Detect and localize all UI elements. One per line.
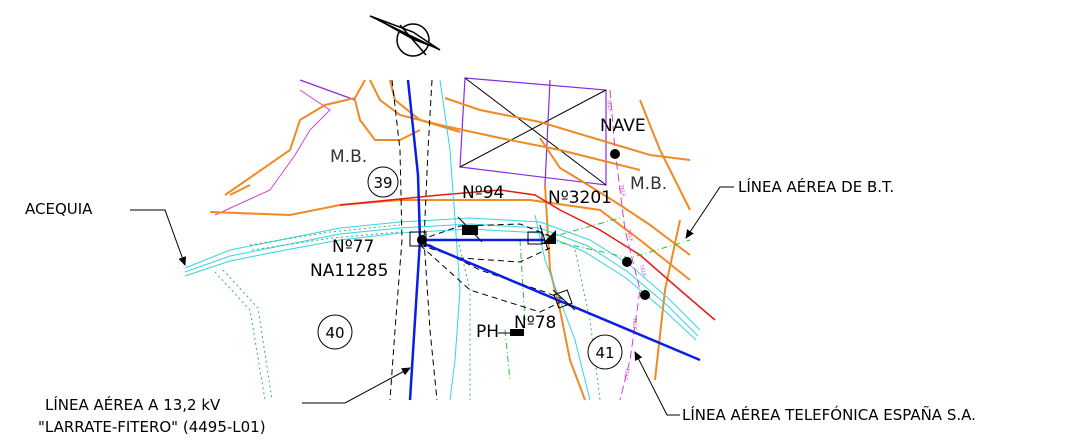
parcel-39: 39 xyxy=(367,166,399,198)
mb-right-label: M.B. xyxy=(630,174,667,194)
telf-label-1: TELF. xyxy=(605,99,613,113)
telf-label-5: TELF. xyxy=(631,318,637,331)
support-n77 xyxy=(409,231,427,247)
nave-building xyxy=(299,77,607,186)
telf-label-6: TELF. xyxy=(622,368,630,382)
nave-label: NAVE xyxy=(600,116,646,136)
telf-label-4: TELF. xyxy=(638,264,647,278)
n3201-label: Nº3201 xyxy=(548,188,612,208)
acequia-label: ACEQUIA xyxy=(25,200,93,218)
hatched-canal xyxy=(214,239,601,401)
north-arrow-icon xyxy=(369,15,441,57)
linea-bt-leader xyxy=(685,186,734,239)
support-ph xyxy=(510,329,524,336)
telf-label-3: TELF. xyxy=(625,229,634,243)
linea-132-label-line2: "LARRATE-FITERO" (4495-L01) xyxy=(38,418,266,436)
linea-telefonica-label: LÍNEA AÉREA TELEFÓNICA ESPAÑA S.A. xyxy=(682,405,976,424)
linea-132-leader xyxy=(302,367,411,404)
telefonica-line xyxy=(609,89,641,401)
river-line xyxy=(339,189,716,321)
pole-dot xyxy=(640,290,650,300)
roads xyxy=(209,79,691,401)
linea-telefonica-leader xyxy=(634,351,680,416)
support-n78 xyxy=(552,289,576,311)
parcel-40: 40 xyxy=(317,314,353,350)
parcel-41-number: 41 xyxy=(595,344,614,362)
support-n3201 xyxy=(527,224,556,251)
n77-label: Nº77 xyxy=(332,237,374,257)
parcel-40-number: 40 xyxy=(325,324,344,342)
ph-label: PH xyxy=(476,322,499,342)
linea-132-label-line1: LÍNEA AÉREA A 13,2 kV xyxy=(45,395,221,414)
linea-bt-label: LÍNEA AÉREA DE B.T. xyxy=(738,177,894,196)
acequia-leader xyxy=(130,209,187,266)
parcel-41: 41 xyxy=(587,334,623,370)
pole-dot xyxy=(610,149,620,159)
mb-left-label: M.B. xyxy=(330,147,367,167)
telf-label-2: TELF. xyxy=(618,184,626,198)
n94-label: Nº94 xyxy=(462,183,504,203)
support-n94 xyxy=(457,216,483,243)
municipal-boundary-line xyxy=(214,89,331,216)
pole-dot xyxy=(622,257,632,267)
power-line-132kv xyxy=(406,79,701,401)
parcel-39-number: 39 xyxy=(373,174,392,192)
n78-label: Nº78 xyxy=(514,313,556,333)
hatched-canal-2 xyxy=(249,224,401,251)
na11285-label: NA11285 xyxy=(310,261,388,281)
